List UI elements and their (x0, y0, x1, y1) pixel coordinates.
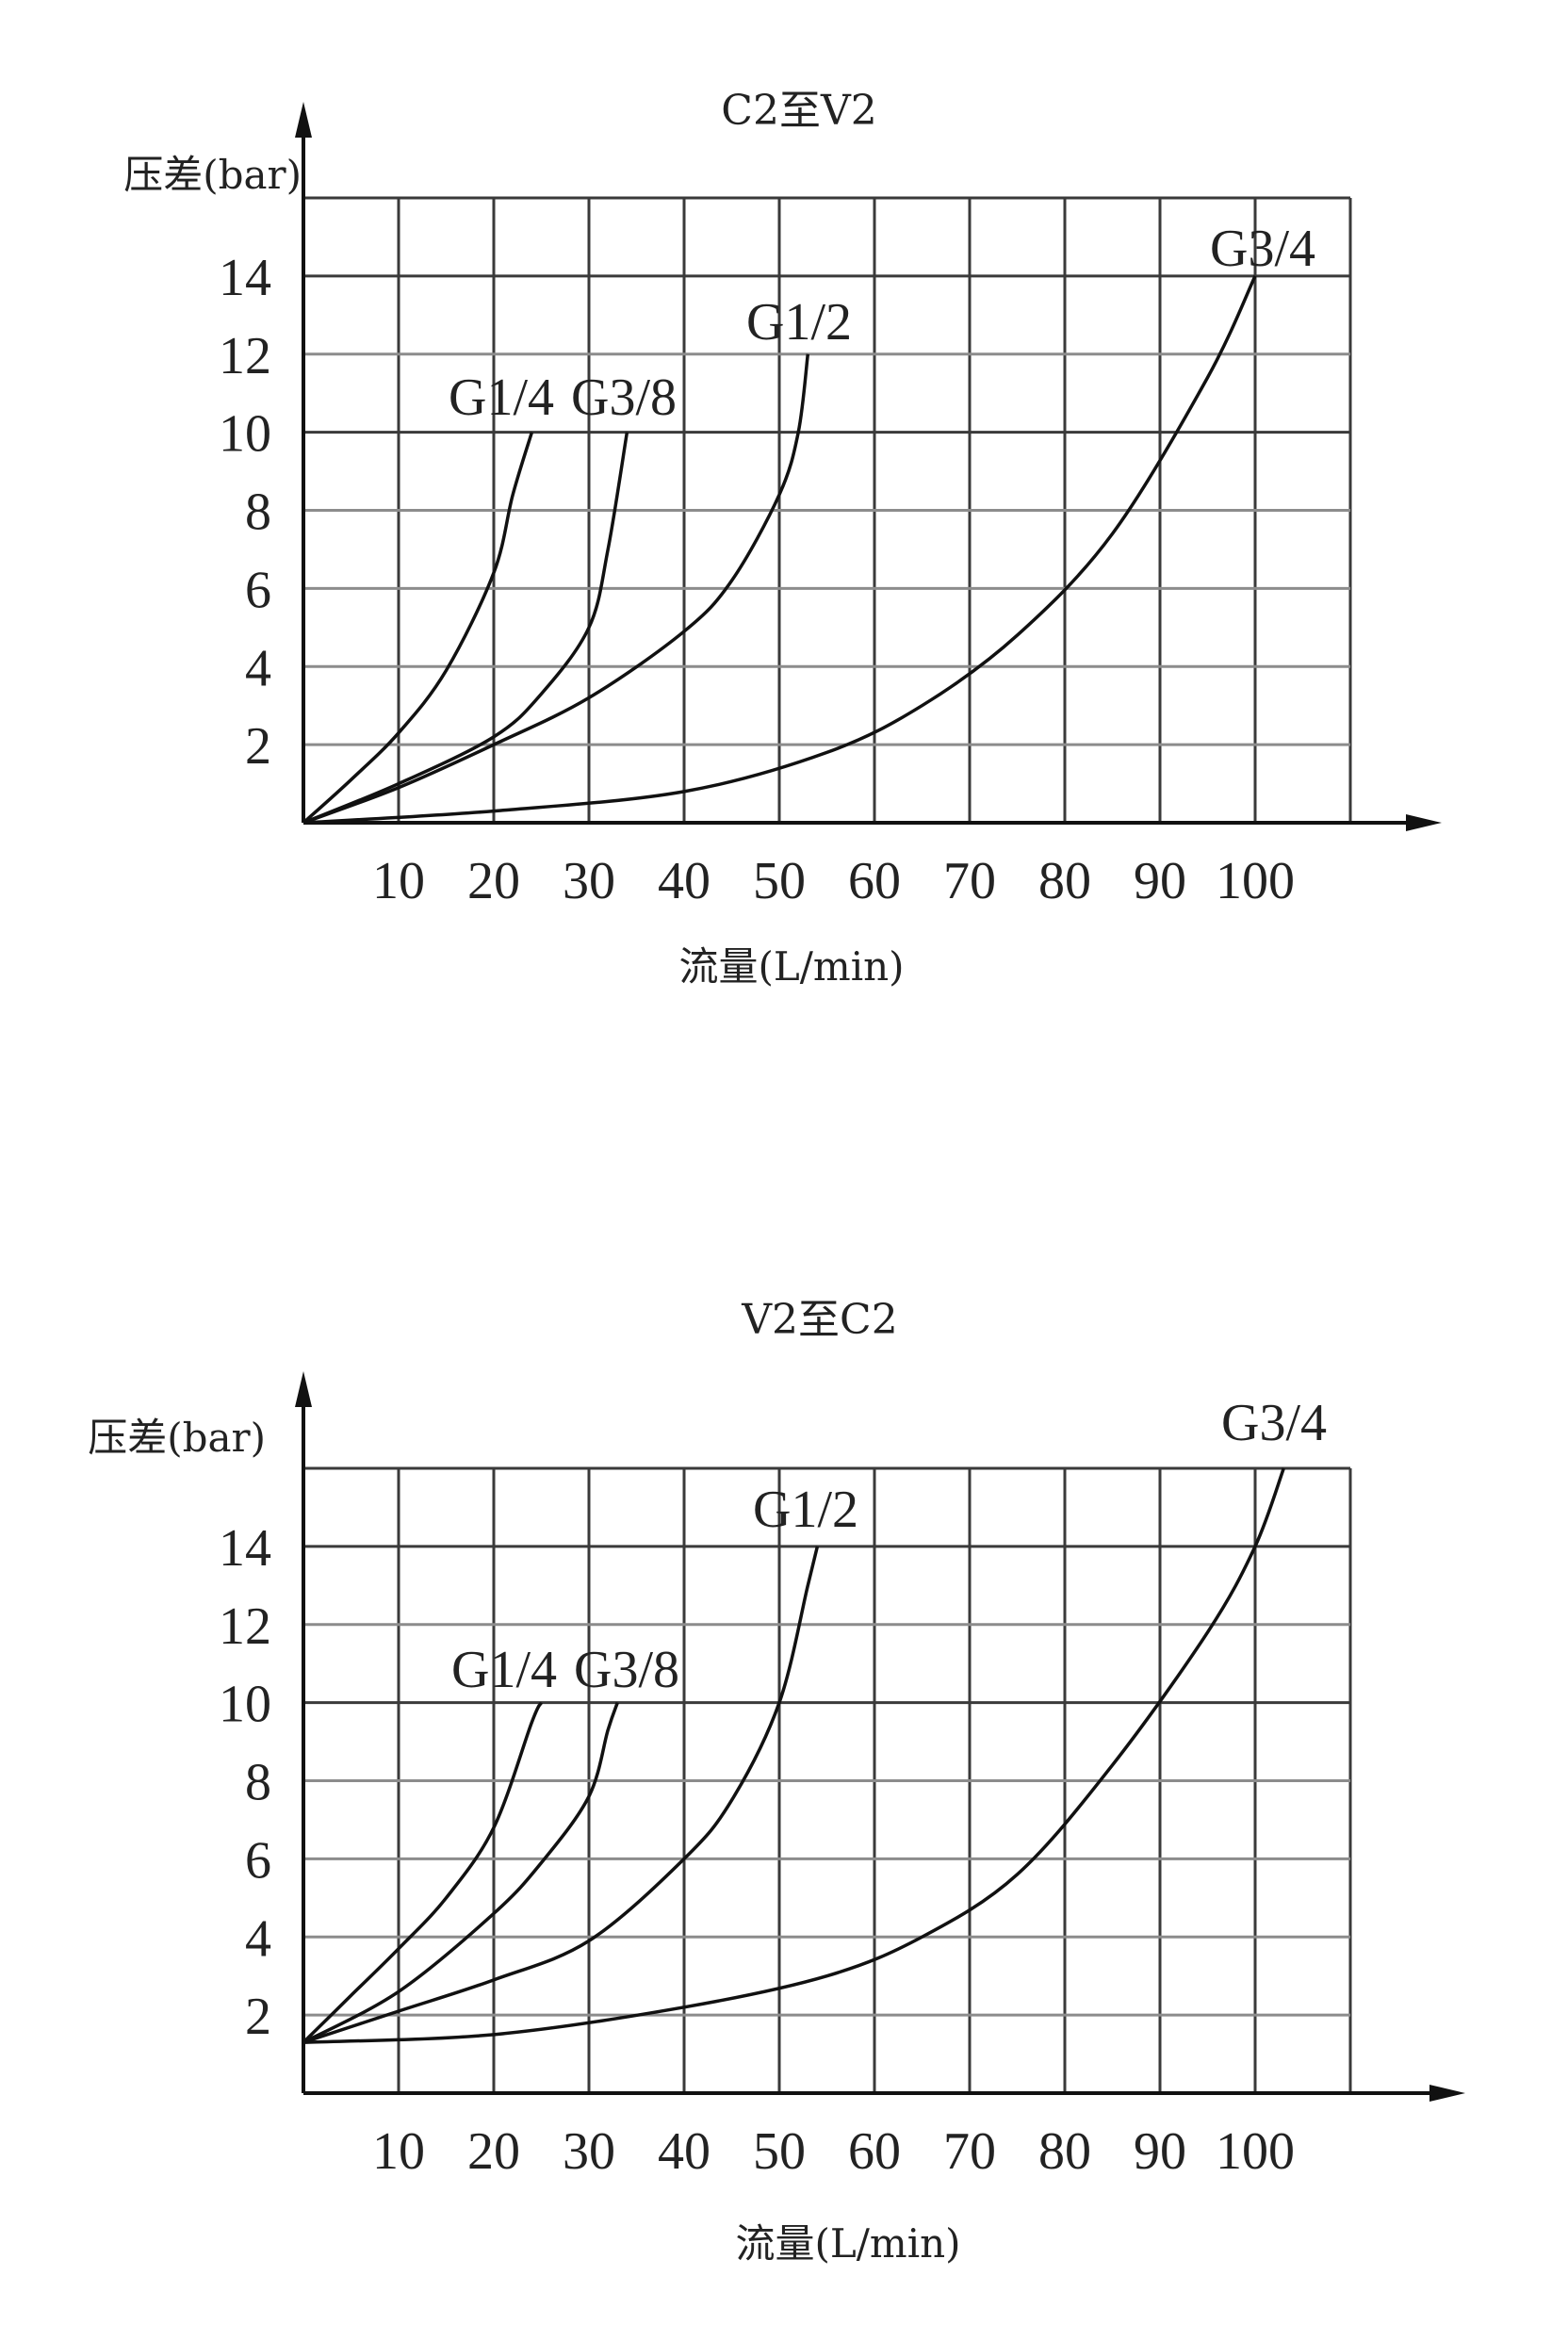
x-tick-label: 90 (1134, 852, 1186, 910)
series-labels: G1/4 G3/8 G1/2 G3/4 (449, 220, 1315, 427)
series-curve-3 (302, 1467, 1285, 2044)
x-tick-label: 40 (658, 852, 710, 910)
x-tick-label: 30 (563, 2122, 615, 2181)
x-tick-label: 20 (467, 852, 520, 910)
series-curve-1 (302, 1702, 619, 2044)
x-tick-label: 50 (753, 2122, 806, 2181)
series-labels: G1/4 G3/8 G1/2 G3/4 (451, 1394, 1327, 1699)
y-axis-label: 压差(bar) (123, 152, 302, 198)
y-tick-label: 10 (219, 1676, 271, 1734)
chart-c2-to-v2: C2至V2 压差(bar) 流量(L/min) 10 20 30 40 50 60 70 80… (123, 87, 1442, 990)
y-tick-label: 14 (219, 249, 271, 307)
y-tick-label: 12 (219, 327, 271, 385)
y-tick-labels: 2 4 6 8 10 12 14 (219, 249, 271, 776)
x-tick-label: 50 (753, 852, 806, 910)
x-tick-label: 70 (943, 852, 996, 910)
y-tick-label: 4 (245, 1909, 271, 1968)
y-tick-label: 2 (245, 1988, 271, 2046)
y-axis-label: 压差(bar) (88, 1415, 266, 1461)
y-tick-label: 6 (245, 1831, 271, 1890)
series-curve-2 (302, 353, 810, 825)
axes (295, 1371, 1465, 2102)
x-tick-label: 100 (1216, 852, 1295, 910)
series-curve-0 (302, 1701, 544, 2044)
grid (303, 1466, 1352, 2093)
x-axis-label: 流量(L/min) (678, 943, 904, 990)
series-label: G3/4 (1210, 220, 1315, 278)
chart-title: V2至C2 (741, 1296, 897, 1344)
series-curves (302, 1467, 1285, 2044)
y-tick-label: 10 (219, 405, 271, 464)
x-tick-label: 90 (1134, 2122, 1186, 2181)
series-curves (302, 275, 1257, 825)
series-label: G3/4 (1221, 1394, 1327, 1452)
series-curve-3 (302, 275, 1257, 825)
x-tick-label: 70 (943, 2122, 996, 2181)
y-tick-label: 8 (245, 1754, 271, 1812)
chart-title: C2至V2 (721, 87, 876, 135)
series-curve-2 (302, 1546, 820, 2044)
series-label: G3/8 (574, 1641, 679, 1699)
x-axis-arrow-icon (1406, 814, 1442, 831)
x-tick-label: 10 (372, 852, 425, 910)
x-axis-arrow-icon (1429, 2085, 1465, 2102)
x-tick-label: 10 (372, 2122, 425, 2181)
x-tick-labels: 10 20 30 40 50 60 70 80 90 100 (372, 2122, 1295, 2181)
series-label: G3/8 (571, 368, 677, 427)
x-tick-labels: 10 20 30 40 50 60 70 80 90 100 (372, 852, 1295, 910)
x-tick-label: 60 (848, 2122, 901, 2181)
series-label: G1/4 (451, 1641, 557, 1699)
chart-v2-to-c2: V2至C2 压差(bar) 流量(L/min) 10 20 30 40 50 60 70 80… (88, 1296, 1465, 2267)
y-axis-arrow-icon (295, 102, 312, 138)
series-label: G1/2 (746, 293, 852, 352)
series-curve-1 (302, 432, 629, 825)
axes (295, 102, 1442, 831)
x-tick-label: 60 (848, 852, 901, 910)
y-tick-label: 2 (245, 717, 271, 776)
series-label: G1/4 (449, 368, 554, 427)
y-tick-label: 14 (219, 1519, 271, 1578)
y-tick-labels: 2 4 6 8 10 12 14 (219, 1519, 271, 2046)
x-tick-label: 80 (1038, 852, 1091, 910)
y-tick-label: 8 (245, 483, 271, 542)
grid (303, 196, 1352, 823)
series-label: G1/2 (753, 1481, 858, 1539)
x-tick-label: 30 (563, 852, 615, 910)
x-tick-label: 80 (1038, 2122, 1091, 2181)
series-curve-0 (302, 432, 534, 825)
y-axis-arrow-icon (295, 1371, 312, 1407)
x-tick-label: 20 (467, 2122, 520, 2181)
x-axis-label: 流量(L/min) (735, 2220, 960, 2267)
y-tick-label: 6 (245, 561, 271, 619)
x-tick-label: 100 (1216, 2122, 1295, 2181)
y-tick-label: 12 (219, 1597, 271, 1656)
y-tick-label: 4 (245, 639, 271, 697)
x-tick-label: 40 (658, 2122, 710, 2181)
